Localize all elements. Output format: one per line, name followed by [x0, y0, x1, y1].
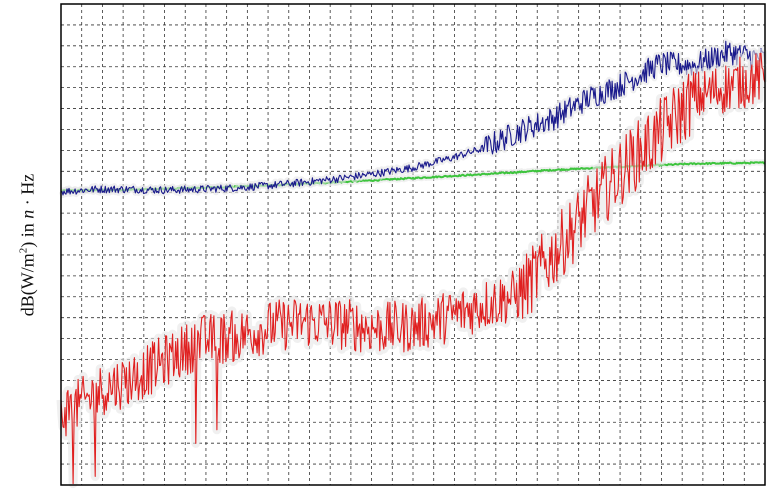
plot-frame [60, 3, 766, 486]
series-group [56, 38, 767, 489]
y-axis-label-prefix: dB(W/m [17, 253, 38, 317]
series-line-blue [60, 40, 766, 196]
grid-lines [61, 4, 765, 485]
y-axis-label: dB(W/m2) in n · Hz [18, 174, 39, 316]
y-axis-label-suffix: · Hz [17, 173, 38, 210]
y-axis-label-middle: ) in [17, 218, 38, 248]
y-axis-label-superscript: 2 [17, 247, 30, 254]
y-axis-label-container: dB(W/m2) in n · Hz [2, 0, 54, 489]
series-line-red [60, 52, 766, 485]
y-axis-label-variable: n [17, 209, 38, 219]
